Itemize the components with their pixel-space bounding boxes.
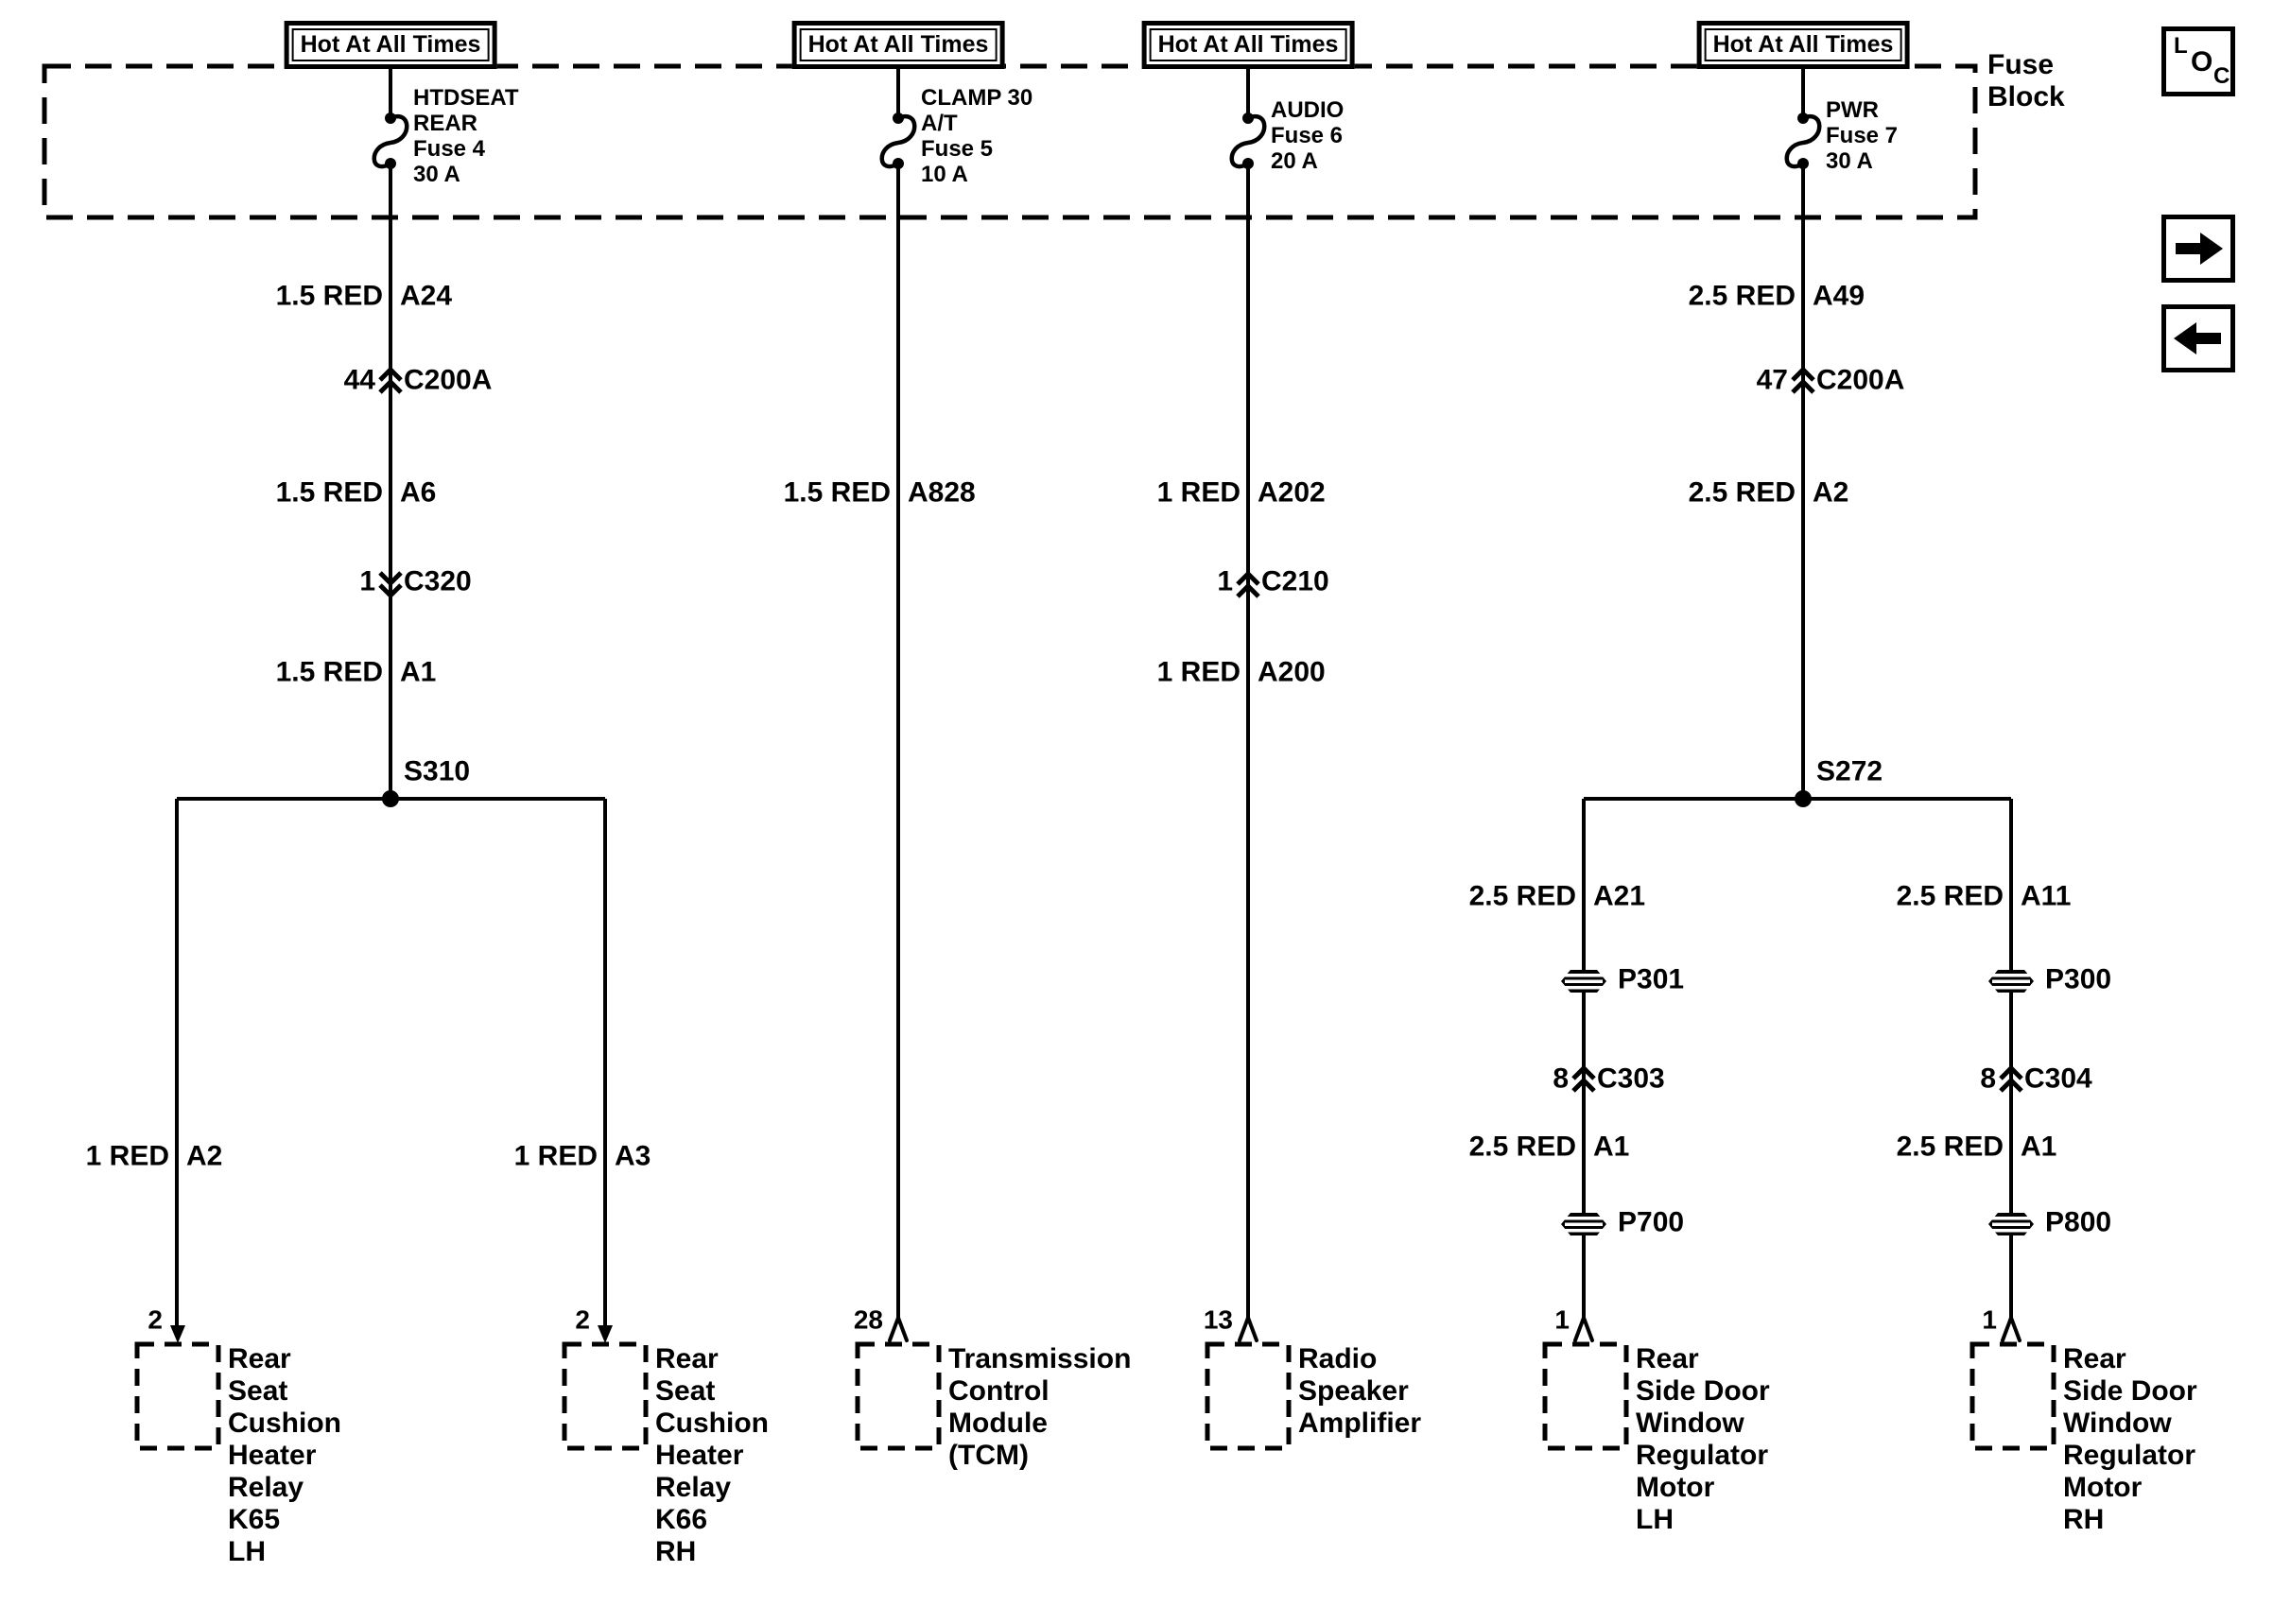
- hot-banner-label: Hot At All Times: [799, 28, 998, 61]
- connector-pin: 1: [359, 565, 375, 597]
- pass-through-id: P700: [1618, 1206, 1685, 1238]
- feed-wires: [389, 59, 1805, 1318]
- wire-gauge: 2.5 RED: [1896, 1131, 2004, 1163]
- hot-banner-2: Hot At All Times: [791, 21, 1005, 69]
- connector-pin: 8: [1553, 1063, 1569, 1095]
- splice-id: S272: [1816, 755, 1883, 787]
- terminal-number: 13: [1203, 1304, 1233, 1335]
- splice-s310-branch: [175, 797, 607, 1326]
- component-label-relay-lh: Rear Seat Cushion Heater Relay K65 LH: [228, 1343, 341, 1567]
- wire-circuit: A11: [2021, 880, 2072, 912]
- back-arrow-icon[interactable]: [2161, 304, 2235, 372]
- terminal-number: 2: [575, 1304, 590, 1335]
- pass-through-id: P300: [2045, 963, 2112, 995]
- wire-gauge: 2.5 RED: [1688, 476, 1796, 509]
- wire-gauge: 1.5 RED: [275, 280, 383, 312]
- wire-circuit: A6: [400, 476, 437, 509]
- fuse-symbols: [372, 113, 1822, 169]
- terminal-number: 1: [1554, 1304, 1570, 1335]
- wire-circuit: A202: [1258, 476, 1326, 509]
- terminal-number: 1: [1982, 1304, 1997, 1335]
- wire-circuit: A2: [1813, 476, 1849, 509]
- component-boxes: [134, 1341, 2056, 1451]
- wire-gauge: 2.5 RED: [1688, 280, 1796, 312]
- wire-gauge: 1.5 RED: [783, 476, 891, 509]
- hot-banner-1: Hot At All Times: [284, 21, 497, 69]
- connector-id: C304: [2024, 1063, 2092, 1095]
- wire-gauge: 2.5 RED: [1468, 1131, 1576, 1163]
- connector-id: C200A: [404, 364, 493, 396]
- wire-gauge: 1.5 RED: [275, 476, 383, 509]
- wire-gauge: 2.5 RED: [1468, 880, 1576, 912]
- splice-s272-branch: [1582, 797, 2013, 1318]
- left-arrow-glyph: [2174, 322, 2221, 354]
- terminal-number: 28: [853, 1304, 883, 1335]
- splice-id: S310: [404, 755, 471, 787]
- hot-banner-4: Hot At All Times: [1696, 21, 1910, 69]
- wire-circuit: A200: [1258, 656, 1326, 688]
- connector-pin: 1: [1217, 565, 1233, 597]
- wire-gauge: 2.5 RED: [1896, 880, 2004, 912]
- component-label-relay-rh: Rear Seat Cushion Heater Relay K66 RH: [655, 1343, 769, 1567]
- wire-gauge: 1 RED: [85, 1140, 169, 1172]
- wire-circuit: A1: [2021, 1131, 2057, 1163]
- wire-circuit: A49: [1813, 280, 1865, 312]
- wire-circuit: A2: [186, 1140, 223, 1172]
- component-label-tcm: Transmission Control Module (TCM): [948, 1343, 1132, 1471]
- hot-banner-label: Hot At All Times: [1149, 28, 1347, 61]
- connector-pin: 47: [1756, 364, 1788, 396]
- wire-circuit: A24: [400, 280, 453, 312]
- fuse-block-outline: [42, 63, 1978, 220]
- wire-circuit: A1: [1593, 1131, 1630, 1163]
- hot-banner-label: Hot At All Times: [1704, 28, 1902, 61]
- connector-chevrons: [378, 366, 2023, 1093]
- splice-s272-dot: [1795, 790, 1812, 807]
- female-terminal-forks: [888, 1316, 2021, 1342]
- male-terminal-arrows: [170, 1325, 613, 1343]
- pass-through-id: P800: [2045, 1206, 2112, 1238]
- pass-through-id: P301: [1618, 963, 1685, 995]
- fuse4-label: HTDSEAT REAR Fuse 4 30 A: [413, 85, 519, 187]
- hot-banner-label: Hot At All Times: [291, 28, 490, 61]
- wire-gauge: 1 RED: [1156, 476, 1241, 509]
- loc-badge[interactable]: L O C: [2161, 26, 2235, 96]
- fuse7-label: PWR Fuse 7 30 A: [1826, 97, 1899, 174]
- wire-circuit: A21: [1593, 880, 1646, 912]
- pass-through-connectors: [1559, 970, 2036, 1235]
- right-arrow-glyph: [2176, 233, 2223, 265]
- fuse6-label: AUDIO Fuse 6 20 A: [1271, 97, 1345, 174]
- fuse-terminal-dots: [385, 112, 1809, 169]
- wire-gauge: 1.5 RED: [275, 656, 383, 688]
- component-label-amplifier: Radio Speaker Amplifier: [1298, 1343, 1422, 1439]
- wire-circuit: A1: [400, 656, 437, 688]
- fuse-block-label: Fuse Block: [1987, 49, 2065, 112]
- splice-s310-dot: [382, 790, 399, 807]
- wire-circuit: A3: [615, 1140, 651, 1172]
- terminal-number: 2: [147, 1304, 163, 1335]
- connector-id: C303: [1597, 1063, 1665, 1095]
- connector-pin: 44: [343, 364, 375, 396]
- wire-circuit: A828: [908, 476, 976, 509]
- forward-arrow-icon[interactable]: [2161, 215, 2235, 283]
- connector-id: C320: [404, 565, 472, 597]
- fuse5-label: CLAMP 30 A/T Fuse 5 10 A: [921, 85, 1033, 187]
- connector-id: C200A: [1816, 364, 1905, 396]
- wire-gauge: 1 RED: [1156, 656, 1241, 688]
- component-label-motor-lh: Rear Side Door Window Regulator Motor LH: [1636, 1343, 1770, 1535]
- connector-id: C210: [1261, 565, 1329, 597]
- hot-banner-3: Hot At All Times: [1141, 21, 1355, 69]
- component-label-motor-rh: Rear Side Door Window Regulator Motor RH: [2063, 1343, 2197, 1535]
- wire-gauge: 1 RED: [513, 1140, 598, 1172]
- connector-pin: 8: [1980, 1063, 1996, 1095]
